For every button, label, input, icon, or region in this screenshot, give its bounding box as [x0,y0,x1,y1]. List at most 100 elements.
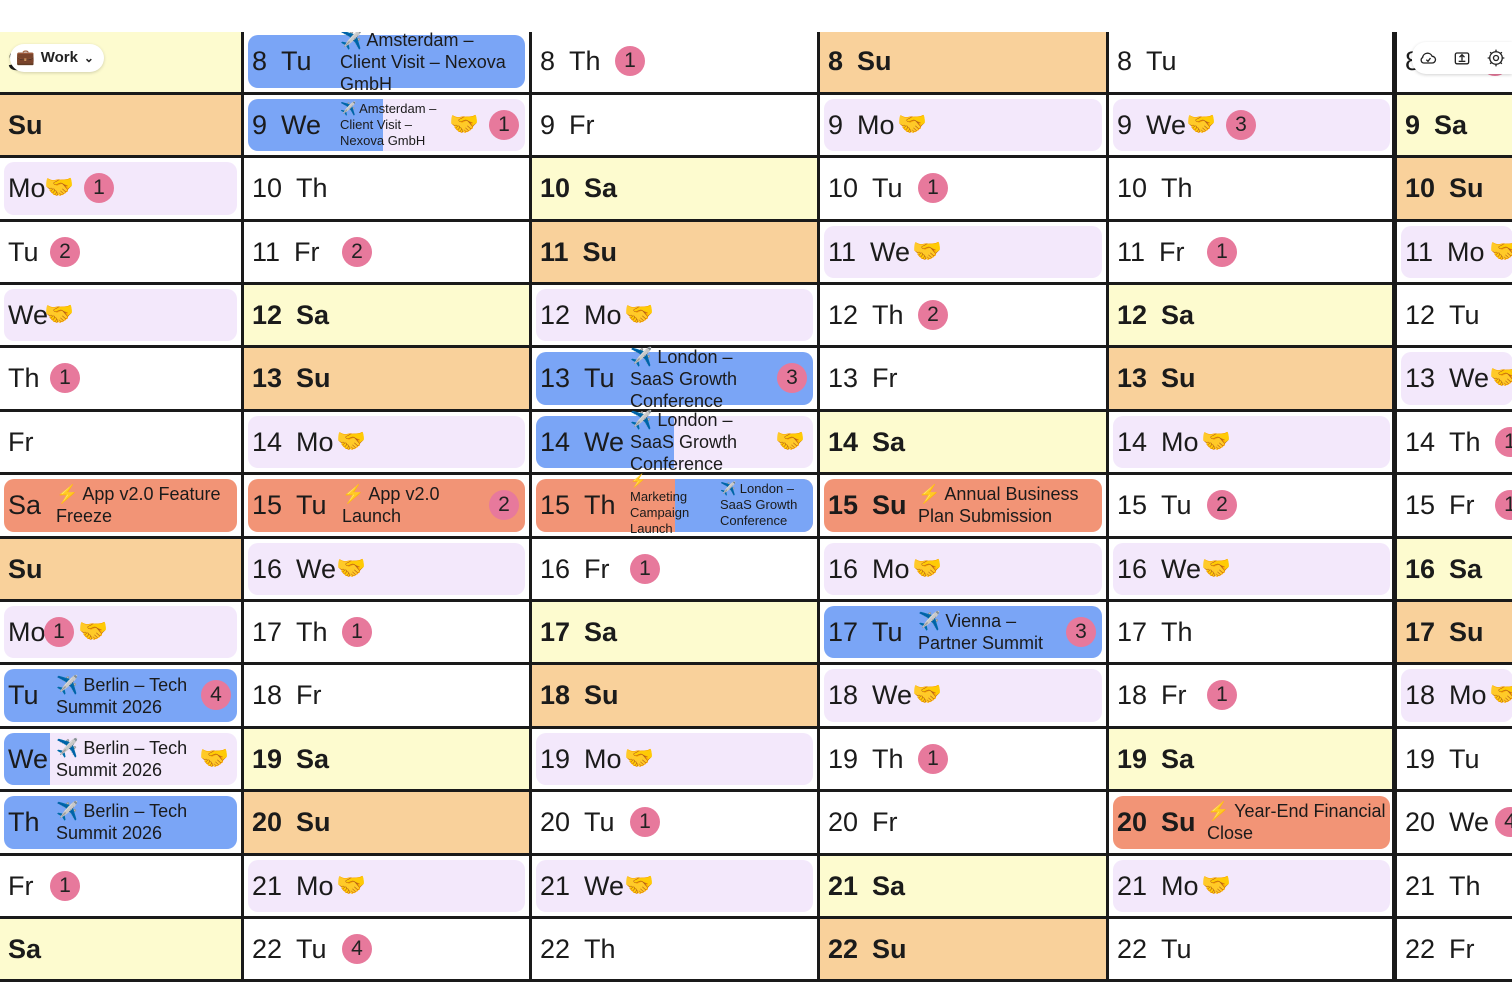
day-cell[interactable]: We ✈️ Berlin – Tech Summit 2026 🤝 [0,729,241,793]
day-cell[interactable]: 14 Sa [820,411,1106,476]
day-cell[interactable]: 8 Th 1 [532,31,817,95]
day-cell[interactable]: 10 Tu 1 [820,158,1106,222]
day-cell[interactable]: 11 Su [532,221,817,285]
event-count-badge[interactable]: 4 [1495,807,1512,838]
gear-icon[interactable] [1486,48,1506,68]
day-cell[interactable]: 18 Fr 1 [1109,665,1394,729]
event-count-badge[interactable]: 3 [777,363,807,394]
day-cell[interactable]: 19 Mo 🤝 [532,729,817,793]
day-cell[interactable]: 18 We 🤝 [820,665,1106,729]
day-cell[interactable]: 12 Sa [244,285,529,349]
day-cell[interactable]: 22 Th [532,919,817,982]
day-cell[interactable]: 20 Su ⚡ Year-End Financial Close [1109,792,1394,856]
day-cell[interactable]: 11 We 🤝 [820,222,1106,285]
day-cell[interactable]: 14 Mo 🤝 [244,412,529,476]
day-cell[interactable]: 13 Su [1109,348,1394,412]
event-count-badge[interactable]: 2 [918,300,948,330]
day-cell[interactable]: Fr [0,412,241,476]
day-cell[interactable]: Su [0,94,241,159]
event-title[interactable]: ✈️ Amsterdam – Client Visit – Nexova Gmb… [334,100,449,150]
day-cell[interactable]: Su [0,538,241,602]
day-cell[interactable]: 14 Mo 🤝 [1109,412,1394,476]
event-count-badge[interactable]: 2 [489,490,519,521]
event-count-badge[interactable]: 1 [630,553,660,584]
day-cell[interactable]: 19 Th 1 [820,729,1106,793]
day-cell[interactable]: 17 Sa [532,602,817,666]
day-cell[interactable]: 10 Th [244,158,529,222]
day-cell[interactable]: 19 Tu [1397,729,1512,793]
day-cell[interactable]: 21 Sa [820,855,1106,919]
event-count-badge[interactable]: 1 [918,173,948,204]
event-title[interactable]: ✈️ Berlin – Tech Summit 2026 [50,797,233,847]
day-cell[interactable]: 15 Tu ⚡ App v2.0 Launch 2 [244,475,529,539]
day-cell[interactable]: 11 Fr 1 [1109,222,1394,285]
day-cell[interactable]: Mo 🤝 1 [0,158,241,222]
event-title[interactable]: ✈️ Vienna – Partner Summit [912,607,1060,657]
event-count-badge[interactable]: 1 [1495,426,1512,457]
day-cell[interactable]: Sa ⚡ App v2.0 Feature Freeze [0,475,241,539]
event-title[interactable]: ✈️ Berlin – Tech Summit 2026 [50,670,195,720]
day-cell[interactable]: 22 Su [820,919,1106,982]
day-cell[interactable]: 22 Tu [1109,919,1394,982]
event-count-badge[interactable]: 2 [50,236,80,267]
day-cell[interactable]: Sa [0,919,241,982]
day-cell[interactable]: 20 Tu 1 [532,792,817,856]
day-cell[interactable]: 22 Fr [1397,919,1512,982]
day-cell[interactable]: 12 Tu [1397,285,1512,349]
event-count-badge[interactable]: 1 [1207,680,1237,711]
event-count-badge[interactable]: 3 [1066,617,1096,647]
day-cell[interactable]: 20 Su [244,792,529,856]
day-cell[interactable]: 8 Tu [1109,31,1394,95]
event-title[interactable]: ⚡ Marketing Campaign Launch [624,473,689,536]
day-cell[interactable]: 16 We 🤝 [1109,539,1394,602]
calendar-selector-button[interactable]: 💼 Work ⌄ [10,44,104,72]
day-cell[interactable]: 10 Su [1397,158,1512,222]
day-cell[interactable]: 21 Mo 🤝 [244,856,529,919]
cloud-sync-icon[interactable] [1418,48,1438,68]
day-cell[interactable]: 21 Th [1397,856,1512,919]
event-title[interactable]: ✈️ London – SaaS Growth Conference [624,410,773,474]
day-cell[interactable]: Th ✈️ Berlin – Tech Summit 2026 [0,792,241,856]
day-cell[interactable]: 20 Fr [820,792,1106,856]
day-cell[interactable]: 17 Tu ✈️ Vienna – Partner Summit 3 [820,602,1106,666]
day-cell[interactable]: 13 We 🤝 [1397,348,1512,412]
event-count-badge[interactable]: 1 [1495,490,1512,521]
day-cell[interactable]: 15 Th ⚡ Marketing Campaign Launch ✈️ London… [532,473,817,539]
day-cell[interactable]: 16 Mo 🤝 [820,539,1106,602]
day-cell[interactable]: 9 We ✈️ Amsterdam – Client Visit – Nexova … [244,95,529,159]
day-cell[interactable]: 20 We 4 [1397,792,1512,856]
event-count-badge[interactable]: 1 [50,870,80,901]
event-count-badge[interactable]: 1 [44,617,74,647]
day-cell[interactable]: 13 Fr [820,348,1106,412]
day-cell[interactable]: 16 Fr 1 [532,539,817,602]
event-title[interactable]: ✈️ Berlin – Tech Summit 2026 [50,734,197,784]
event-count-badge[interactable]: 1 [50,363,80,394]
event-count-badge[interactable]: 3 [1226,109,1256,140]
event-count-badge[interactable]: 1 [84,173,114,204]
day-cell[interactable]: 9 Mo 🤝 [820,95,1106,159]
event-title[interactable]: ⚡ App v2.0 Launch [336,480,483,530]
event-title[interactable]: ⚡ Year-End Financial Close [1201,797,1386,847]
day-cell[interactable]: 17 Su [1397,602,1512,666]
day-cell[interactable]: Tu 2 [0,222,241,285]
event-count-badge[interactable]: 2 [342,236,372,267]
event-count-badge[interactable]: 1 [489,109,519,140]
day-cell[interactable]: 12 Sa [1109,285,1394,349]
day-cell[interactable]: 17 Th 1 [244,602,529,666]
event-count-badge[interactable]: 1 [918,743,948,774]
day-cell[interactable]: 18 Fr [244,665,529,729]
day-cell[interactable]: 9 Sa [1397,94,1512,159]
day-cell[interactable]: Mo 1 🤝 [0,602,241,666]
event-count-badge[interactable]: 4 [201,680,231,711]
day-cell[interactable]: 15 Tu 2 [1109,475,1394,539]
day-cell[interactable]: Th 1 [0,348,241,412]
day-cell[interactable]: 19 Sa [1109,728,1394,793]
event-title[interactable]: ⚡ Annual Business Plan Submission [912,480,1098,530]
event-count-badge[interactable]: 1 [615,46,645,77]
day-cell[interactable]: 17 Th [1109,602,1394,666]
event-count-badge[interactable]: 2 [1207,490,1237,521]
day-cell[interactable]: 18 Su [532,665,817,729]
day-cell[interactable]: 14 We ✈️ London – SaaS Growth Conference 🤝 [532,410,817,476]
day-cell[interactable]: 19 Sa [244,728,529,793]
day-cell[interactable]: 9 Fr [532,95,817,159]
